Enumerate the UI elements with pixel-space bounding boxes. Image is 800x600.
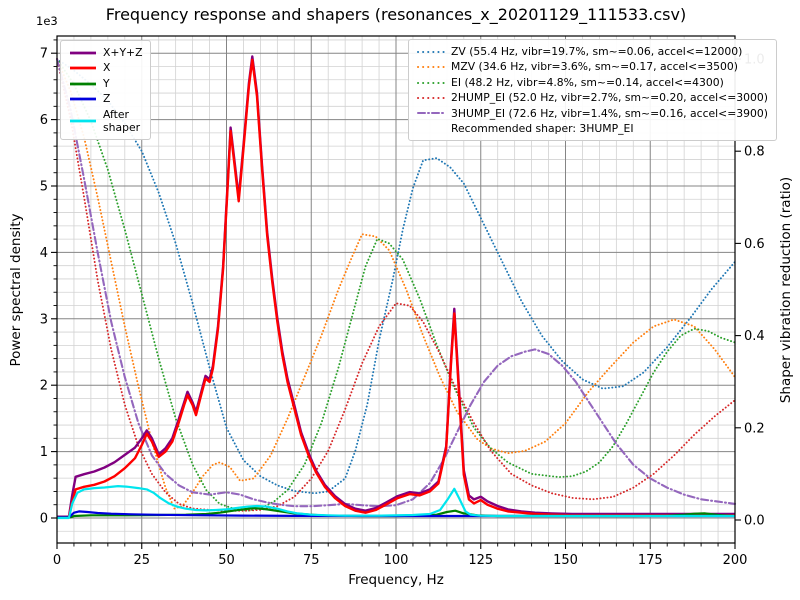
legend-psd: X+Y+Z X Y Z After shaper [60, 40, 152, 140]
legend-shaper-item: 3HUMP_EI (72.6 Hz, vibr=1.4%, sm~=0.16, … [417, 106, 768, 121]
legend-line-swatch [70, 82, 96, 85]
series-Z [57, 510, 735, 519]
series-ZV [56, 58, 736, 495]
series-After_shaper [57, 485, 735, 520]
recommended-shaper-text: Recommended shaper: 3HUMP_EI [451, 122, 634, 136]
legend-psd-item: X [69, 60, 142, 75]
y-right-tick-label: 0.2 [744, 421, 765, 436]
legend-label: MZV (34.6 Hz, vibr=3.6%, sm~=0.17, accel… [451, 60, 738, 74]
legend-line-swatch [417, 112, 445, 115]
y-left-tick-label: 1 [40, 445, 48, 460]
legend-shaper-item: MZV (34.6 Hz, vibr=3.6%, sm~=0.17, accel… [417, 59, 768, 74]
legend-psd-item: Y [69, 76, 142, 91]
y-left-tick-label: 3 [40, 312, 48, 327]
legend-shaper-note: Recommended shaper: 3HUMP_EI [417, 121, 768, 136]
series-3HUMP_EI [55, 57, 737, 508]
legend-psd-item: After shaper [69, 107, 142, 135]
legend-line-swatch [70, 97, 96, 101]
x-tick-label: 50 [218, 553, 235, 568]
legend-psd-item: X+Y+Z [69, 45, 142, 60]
y-left-axis-label: Power spectral density [8, 213, 24, 367]
x-tick-label: 75 [303, 553, 320, 568]
legend-line-swatch [417, 50, 445, 53]
series-X [57, 58, 735, 519]
legend-shaper-item: 2HUMP_EI (52.0 Hz, vibr=2.7%, sm~=0.20, … [417, 90, 768, 105]
legend-shaper-item: ZV (55.4 Hz, vibr=19.7%, sm~=0.06, accel… [417, 44, 768, 59]
x-axis-label: Frequency, Hz [348, 572, 444, 588]
legend-shapers: ZV (55.4 Hz, vibr=19.7%, sm~=0.06, accel… [408, 39, 777, 142]
y-right-tick-label: 0.4 [744, 329, 765, 344]
legend-psd-item: Z [69, 91, 142, 106]
series-2HUMP_EI [56, 58, 736, 512]
legend-line-swatch [417, 81, 445, 84]
y-left-tick-label: 7 [40, 47, 48, 62]
y-left-tick-label: 0 [40, 512, 48, 527]
legend-line-swatch [417, 96, 445, 99]
x-tick-label: 150 [553, 553, 578, 568]
legend-label: After shaper [103, 107, 141, 134]
x-tick-label: 0 [53, 553, 61, 568]
y-left-tick-label: 5 [40, 180, 48, 195]
legend-shaper-item: EI (48.2 Hz, vibr=4.8%, sm~=0.14, accel<… [417, 75, 768, 90]
legend-label: Z [103, 92, 111, 106]
x-tick-label: 125 [468, 553, 493, 568]
legend-line-swatch [70, 119, 96, 123]
x-tick-label: 25 [133, 553, 150, 568]
y-right-tick-label: 0.0 [744, 514, 765, 529]
legend-label: 3HUMP_EI (72.6 Hz, vibr=1.4%, sm~=0.16, … [451, 106, 768, 120]
legend-label: EI (48.2 Hz, vibr=4.8%, sm~=0.14, accel<… [451, 75, 724, 89]
legend-label: 2HUMP_EI (52.0 Hz, vibr=2.7%, sm~=0.20, … [451, 91, 768, 105]
x-tick-label: 200 [723, 553, 748, 568]
series-EI [56, 58, 736, 512]
legend-line-swatch [70, 51, 96, 55]
y-left-tick-label: 2 [40, 379, 48, 394]
y-axis-scale-factor: 1e3 [36, 14, 58, 28]
legend-label: X [103, 61, 111, 75]
legend-label: ZV (55.4 Hz, vibr=19.7%, sm~=0.06, accel… [451, 45, 743, 58]
legend-label: X+Y+Z [103, 46, 143, 59]
chart-title: Frequency response and shapers (resonanc… [105, 5, 687, 24]
x-tick-label: 175 [638, 553, 663, 568]
y-right-axis-label: Shaper vibration reduction (ratio) [778, 176, 794, 404]
x-tick-label: 100 [384, 553, 409, 568]
y-right-tick-label: 0.6 [744, 237, 765, 252]
y-left-tick-label: 4 [40, 246, 48, 261]
y-left-tick-label: 6 [40, 113, 48, 128]
legend-label: Y [103, 76, 110, 90]
y-right-tick-label: 0.8 [744, 145, 765, 160]
legend-line-swatch [70, 66, 96, 70]
legend-line-swatch [417, 66, 445, 69]
